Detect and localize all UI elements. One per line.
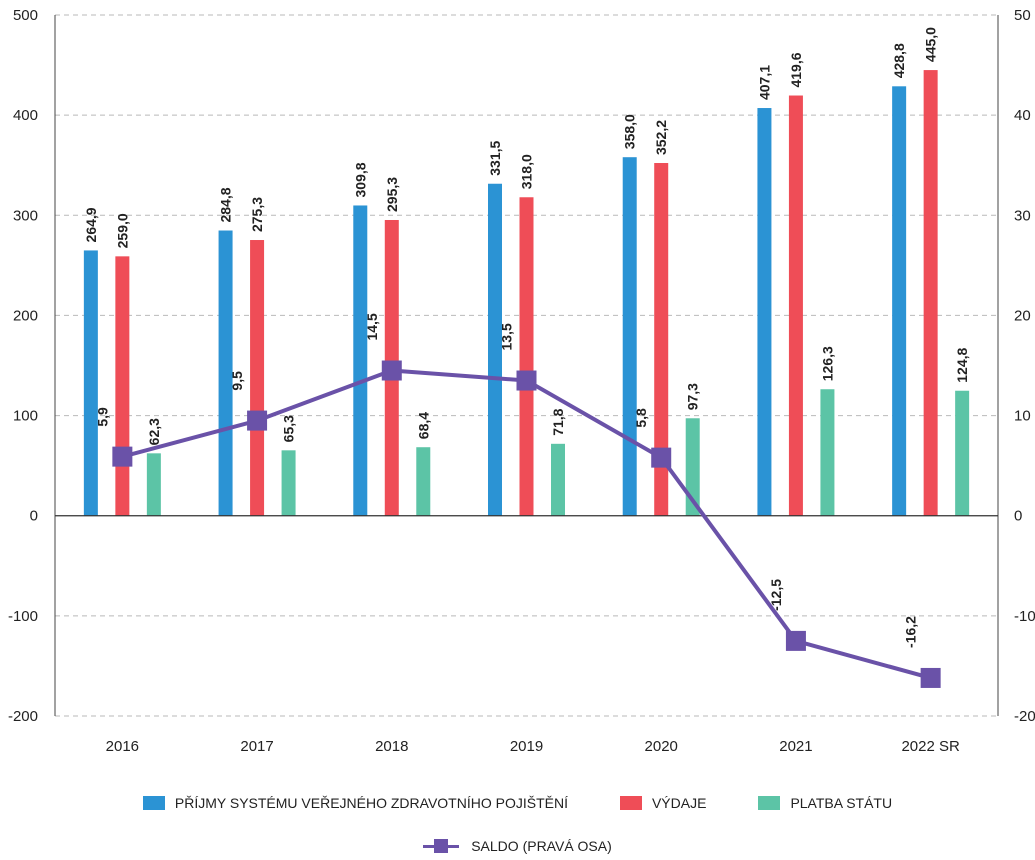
- legend-swatch-prijmy: [142, 796, 165, 810]
- y2-tick-label: -20: [1014, 708, 1035, 725]
- saldo-data-label: 5,8: [633, 408, 649, 428]
- bar: [892, 86, 907, 516]
- bar: [685, 418, 700, 516]
- bar: [250, 240, 265, 516]
- bar: [83, 250, 98, 516]
- saldo-data-label: -12,5: [768, 579, 784, 611]
- legend-swatch-saldo: [423, 839, 460, 853]
- saldo-data-label: 14,5: [364, 313, 380, 340]
- y-tick-label: 400: [13, 107, 38, 124]
- legend-line: SALDO (PRAVÁ OSA): [0, 838, 1035, 854]
- legend-label-platba: PLATBA STÁTU: [790, 795, 893, 811]
- y2-tick-label: 10: [1014, 408, 1031, 425]
- bar-data-label: 65,3: [281, 415, 297, 442]
- bar-data-label: 352,2: [653, 120, 669, 155]
- legend-swatch-vydaje: [619, 796, 642, 810]
- legend-label-prijmy: PŘÍJMY SYSTÉMU VEŘEJNÉHO ZDRAVOTNÍHO POJ…: [174, 795, 568, 811]
- bar-data-label: 275,3: [249, 197, 265, 232]
- bar-data-label: 264,9: [83, 207, 99, 242]
- bar: [654, 163, 669, 516]
- bar-data-label: 284,8: [218, 187, 234, 222]
- bar-data-label: 259,0: [114, 213, 130, 248]
- y-tick-label: -200: [8, 708, 38, 725]
- bar: [519, 197, 534, 516]
- bar: [281, 450, 296, 516]
- bar-data-label: 331,5: [487, 140, 503, 175]
- x-tick-label: 2020: [645, 738, 678, 755]
- bar: [923, 70, 938, 516]
- y2-tick-label: 50: [1014, 7, 1031, 24]
- y-tick-label: 300: [13, 207, 38, 224]
- bars: [83, 70, 970, 516]
- bar: [115, 256, 130, 516]
- bar-data-label: 295,3: [384, 177, 400, 212]
- bar: [622, 157, 637, 516]
- y-tick-label: 500: [13, 7, 38, 24]
- bar: [551, 443, 565, 516]
- y-tick-label: 200: [13, 307, 38, 324]
- bar: [820, 389, 835, 516]
- saldo-marker: [920, 667, 941, 688]
- saldo-marker: [516, 370, 537, 391]
- saldo-marker: [112, 446, 133, 467]
- x-tick-label: 2018: [375, 738, 408, 755]
- bar-data-label: 419,6: [788, 52, 804, 87]
- bar: [757, 108, 772, 516]
- legend-item-vydaje: VÝDAJE: [619, 795, 707, 811]
- bar: [788, 95, 803, 516]
- saldo-line: [112, 360, 941, 688]
- bar-data-label: 318,0: [519, 154, 535, 189]
- saldo-marker: [381, 360, 402, 381]
- bar-data-label: 358,0: [622, 114, 638, 149]
- bar-data-label: 126,3: [819, 346, 835, 381]
- legend-swatch-platba: [758, 796, 781, 810]
- bar-data-label: 445,0: [923, 27, 939, 62]
- x-tick-label: 2021: [779, 738, 812, 755]
- data-labels: 264,9 284,8 309,8 331,5 358,0 407,1 428,8 259,0…: [83, 27, 970, 648]
- bar-data-label: 62,3: [146, 418, 162, 445]
- legend-label-saldo: SALDO (PRAVÁ OSA): [471, 838, 612, 854]
- x-tick-label: 2017: [240, 738, 273, 755]
- axes: 5004003002001000-100-20050403020100-10-2…: [8, 7, 1035, 755]
- y-tick-label: -100: [8, 608, 38, 625]
- saldo-data-label: 9,5: [229, 371, 245, 391]
- y2-tick-label: 40: [1014, 107, 1031, 124]
- saldo-marker: [247, 410, 268, 431]
- bar: [955, 390, 970, 516]
- bar: [146, 453, 161, 516]
- bar: [353, 205, 368, 516]
- bar-data-label: 97,3: [685, 383, 701, 410]
- bar-data-label: 71,8: [550, 408, 566, 435]
- legend-item-platba: PLATBA STÁTU: [758, 795, 892, 811]
- saldo-marker: [651, 447, 672, 468]
- bar-data-label: 124,8: [954, 347, 970, 382]
- x-tick-label: 2022 SR: [901, 738, 960, 755]
- saldo-data-label: 5,9: [94, 407, 110, 427]
- bar: [488, 183, 502, 516]
- bar-data-label: 428,8: [891, 43, 907, 78]
- legend-item-saldo: SALDO (PRAVÁ OSA): [423, 838, 612, 854]
- y2-tick-label: -10: [1014, 608, 1035, 625]
- bar-data-label: 407,1: [756, 65, 772, 100]
- saldo-marker: [785, 630, 806, 651]
- y2-tick-label: 20: [1014, 307, 1031, 324]
- bar: [416, 447, 431, 516]
- y-tick-label: 100: [13, 408, 38, 425]
- legend-label-vydaje: VÝDAJE: [651, 795, 707, 811]
- bar-data-label: 68,4: [415, 412, 431, 439]
- saldo-data-label: 13,5: [499, 323, 515, 350]
- y-tick-label: 0: [30, 508, 38, 525]
- legend-item-prijmy: PŘÍJMY SYSTÉMU VEŘEJNÉHO ZDRAVOTNÍHO POJ…: [142, 795, 568, 811]
- y2-tick-label: 0: [1014, 508, 1022, 525]
- saldo-data-label: -16,2: [903, 616, 919, 648]
- legend: PŘÍJMY SYSTÉMU VEŘEJNÉHO ZDRAVOTNÍHO POJ…: [0, 795, 1035, 811]
- bar-data-label: 309,8: [352, 162, 368, 197]
- x-tick-label: 2016: [106, 738, 139, 755]
- y2-tick-label: 30: [1014, 207, 1031, 224]
- bar: [218, 230, 233, 516]
- x-tick-label: 2019: [510, 738, 543, 755]
